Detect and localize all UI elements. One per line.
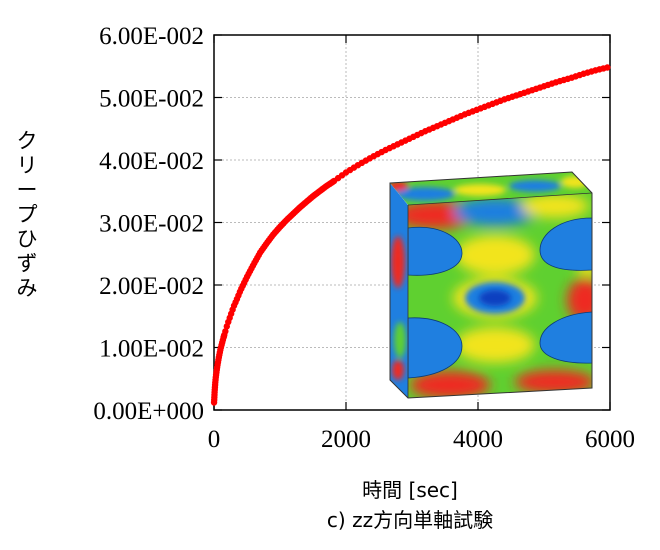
y-label-char: ひ: [17, 227, 38, 251]
y-tick-label: 2.00E-002: [99, 273, 204, 300]
data-point: [604, 64, 611, 71]
y-label-char: リ: [17, 154, 38, 178]
y-tick-label: 6.00E-002: [99, 23, 204, 50]
x-tick-label: 4000: [453, 426, 503, 453]
y-tick-label: 5.00E-002: [99, 86, 204, 113]
axis-ticks: 0.00E+000 1.00E-002 2.00E-002 3.00E-002 4.00…: [93, 23, 635, 453]
y-label-char: プ: [17, 203, 38, 227]
data-point: [222, 328, 229, 335]
figure-caption: c) zz方向単軸試験: [327, 508, 493, 532]
inset-left-face: [390, 183, 408, 398]
x-tick-label: 2000: [321, 426, 371, 453]
y-label-char: ク: [17, 129, 38, 153]
inset-front-face: [408, 193, 592, 398]
data-point: [220, 333, 228, 340]
x-axis-label: 時間 [sec]: [362, 478, 458, 502]
y-label-char: ず: [17, 252, 38, 276]
y-label-char: ー: [17, 178, 38, 202]
y-tick-label: 3.00E-002: [99, 211, 204, 238]
y-label-char: み: [17, 276, 38, 300]
y-tick-label: 4.00E-002: [99, 148, 204, 175]
x-tick-label: 0: [208, 426, 221, 453]
y-tick-label: 0.00E+000: [93, 398, 204, 425]
y-tick-label: 1.00E-002: [99, 336, 204, 363]
x-tick-label: 6000: [585, 426, 635, 453]
fem-contour-inset: [389, 171, 593, 399]
data-series: [210, 64, 611, 406]
